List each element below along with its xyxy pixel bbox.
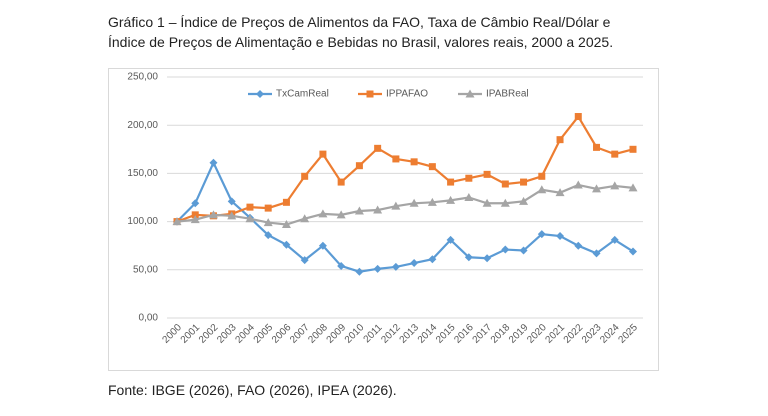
marker: [410, 158, 418, 166]
y-tick-label: 50,00: [133, 264, 158, 275]
marker: [592, 184, 602, 193]
marker: [355, 267, 364, 276]
legend-label: IPABReal: [486, 89, 529, 100]
marker: [574, 241, 583, 250]
marker: [500, 198, 510, 207]
marker: [573, 180, 583, 189]
y-tick-label: 250,00: [127, 72, 158, 83]
marker: [555, 188, 565, 197]
marker: [465, 174, 473, 182]
marker: [319, 150, 327, 158]
marker: [428, 255, 437, 264]
title: Gráfico 1 – Índice de Preços de Alimento…: [108, 12, 728, 52]
y-tick-label: 150,00: [127, 168, 158, 179]
marker: [300, 214, 310, 223]
legend-label: TxCamReal: [276, 89, 329, 100]
marker: [428, 163, 436, 171]
marker: [593, 143, 601, 151]
marker: [354, 206, 364, 215]
marker: [172, 217, 182, 226]
title-line: Índice de Preços de Alimentação e Bebida…: [108, 34, 614, 50]
marker: [373, 205, 383, 214]
marker: [483, 170, 491, 178]
marker: [336, 210, 346, 219]
marker: [301, 172, 309, 180]
y-tick-label: 100,00: [127, 216, 158, 227]
marker: [610, 181, 620, 190]
marker: [629, 145, 637, 153]
marker: [318, 241, 327, 250]
marker: [538, 172, 546, 180]
marker: [264, 231, 273, 240]
marker: [263, 218, 273, 227]
marker: [337, 261, 346, 270]
marker: [427, 197, 437, 206]
marker: [208, 210, 218, 219]
title-line: Gráfico 1 – Índice de Preços de Alimento…: [108, 14, 611, 30]
marker: [520, 178, 528, 186]
marker: [537, 185, 547, 194]
marker: [483, 254, 492, 263]
source: Fonte: IBGE (2026), FAO (2026), IPEA (20…: [108, 382, 397, 398]
marker: [409, 198, 419, 207]
marker: [592, 249, 601, 258]
marker: [446, 235, 455, 244]
marker: [246, 203, 254, 211]
marker: [209, 158, 218, 167]
marker: [537, 230, 546, 239]
marker: [190, 215, 200, 224]
marker: [501, 180, 509, 188]
legend-marker: [256, 90, 264, 98]
marker: [318, 209, 328, 218]
marker: [227, 211, 237, 220]
marker: [191, 211, 199, 219]
marker: [281, 219, 291, 228]
marker: [264, 204, 272, 212]
marker: [610, 235, 619, 244]
marker: [574, 113, 582, 121]
marker: [556, 136, 564, 144]
y-tick-label: 200,00: [127, 120, 158, 131]
marker: [611, 150, 619, 158]
marker: [464, 253, 473, 262]
marker: [501, 245, 510, 254]
marker: [391, 262, 400, 271]
legend-marker: [465, 89, 475, 98]
marker: [519, 246, 528, 255]
marker: [227, 197, 236, 206]
marker: [464, 193, 474, 201]
marker: [446, 195, 456, 204]
series-line: [176, 183, 634, 226]
marker: [300, 256, 309, 265]
marker: [355, 162, 363, 170]
marker: [628, 183, 638, 192]
marker: [519, 196, 529, 205]
marker: [447, 178, 455, 186]
y-tick-label: 0,00: [139, 313, 159, 324]
marker: [392, 155, 400, 163]
marker: [282, 198, 290, 206]
marker: [374, 144, 382, 152]
marker: [410, 259, 419, 268]
marker: [373, 264, 382, 273]
marker: [245, 214, 255, 223]
legend-label: IPPAFAO: [386, 89, 428, 100]
legend-marker: [366, 90, 374, 98]
marker: [191, 199, 200, 208]
marker: [482, 198, 492, 207]
marker: [629, 247, 637, 256]
marker: [282, 240, 291, 249]
marker: [337, 178, 345, 186]
marker: [391, 201, 401, 210]
marker: [556, 232, 565, 241]
